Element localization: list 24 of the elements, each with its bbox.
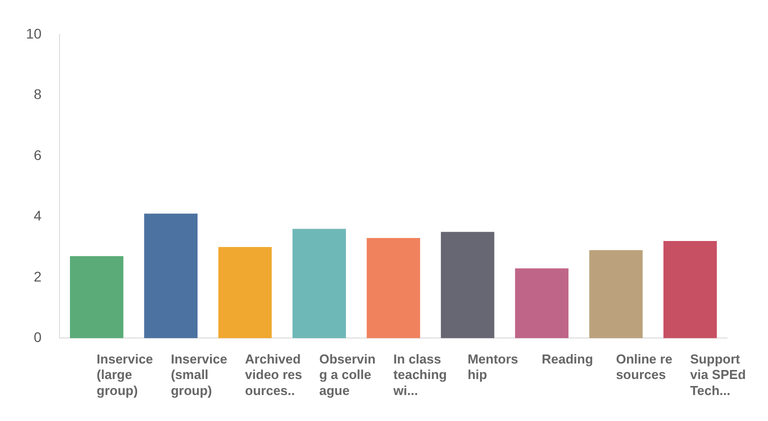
x-tick-label: Mentorship: [468, 352, 518, 382]
bar: [70, 256, 124, 338]
bar: [218, 247, 272, 338]
x-tick-label: Observing a colleague: [319, 352, 376, 398]
x-tick-label: Support via SPEd Tech...: [690, 352, 746, 398]
bar: [144, 214, 198, 338]
bar: [515, 268, 568, 338]
bar: [366, 238, 420, 338]
x-tick-label: Online resources: [616, 352, 672, 382]
y-tick-label: 8: [34, 86, 42, 102]
x-tick-label: In class teaching wi...: [392, 352, 447, 398]
bar: [292, 228, 346, 338]
y-tick-label: 0: [34, 329, 42, 346]
y-tick-label: 2: [34, 268, 42, 284]
x-tick-label: Inservice (small group): [170, 352, 228, 398]
y-tick-label: 10: [26, 25, 42, 42]
x-tick-label: Reading: [542, 352, 594, 367]
bar: [589, 250, 643, 338]
y-tick-label: 6: [34, 146, 42, 163]
bar: [440, 232, 494, 338]
bar: [663, 240, 717, 338]
x-tick-label: Archived video resources..: [245, 352, 302, 398]
y-tick-label: 4: [34, 208, 42, 224]
x-tick-label: Inservice (large group): [96, 352, 154, 398]
